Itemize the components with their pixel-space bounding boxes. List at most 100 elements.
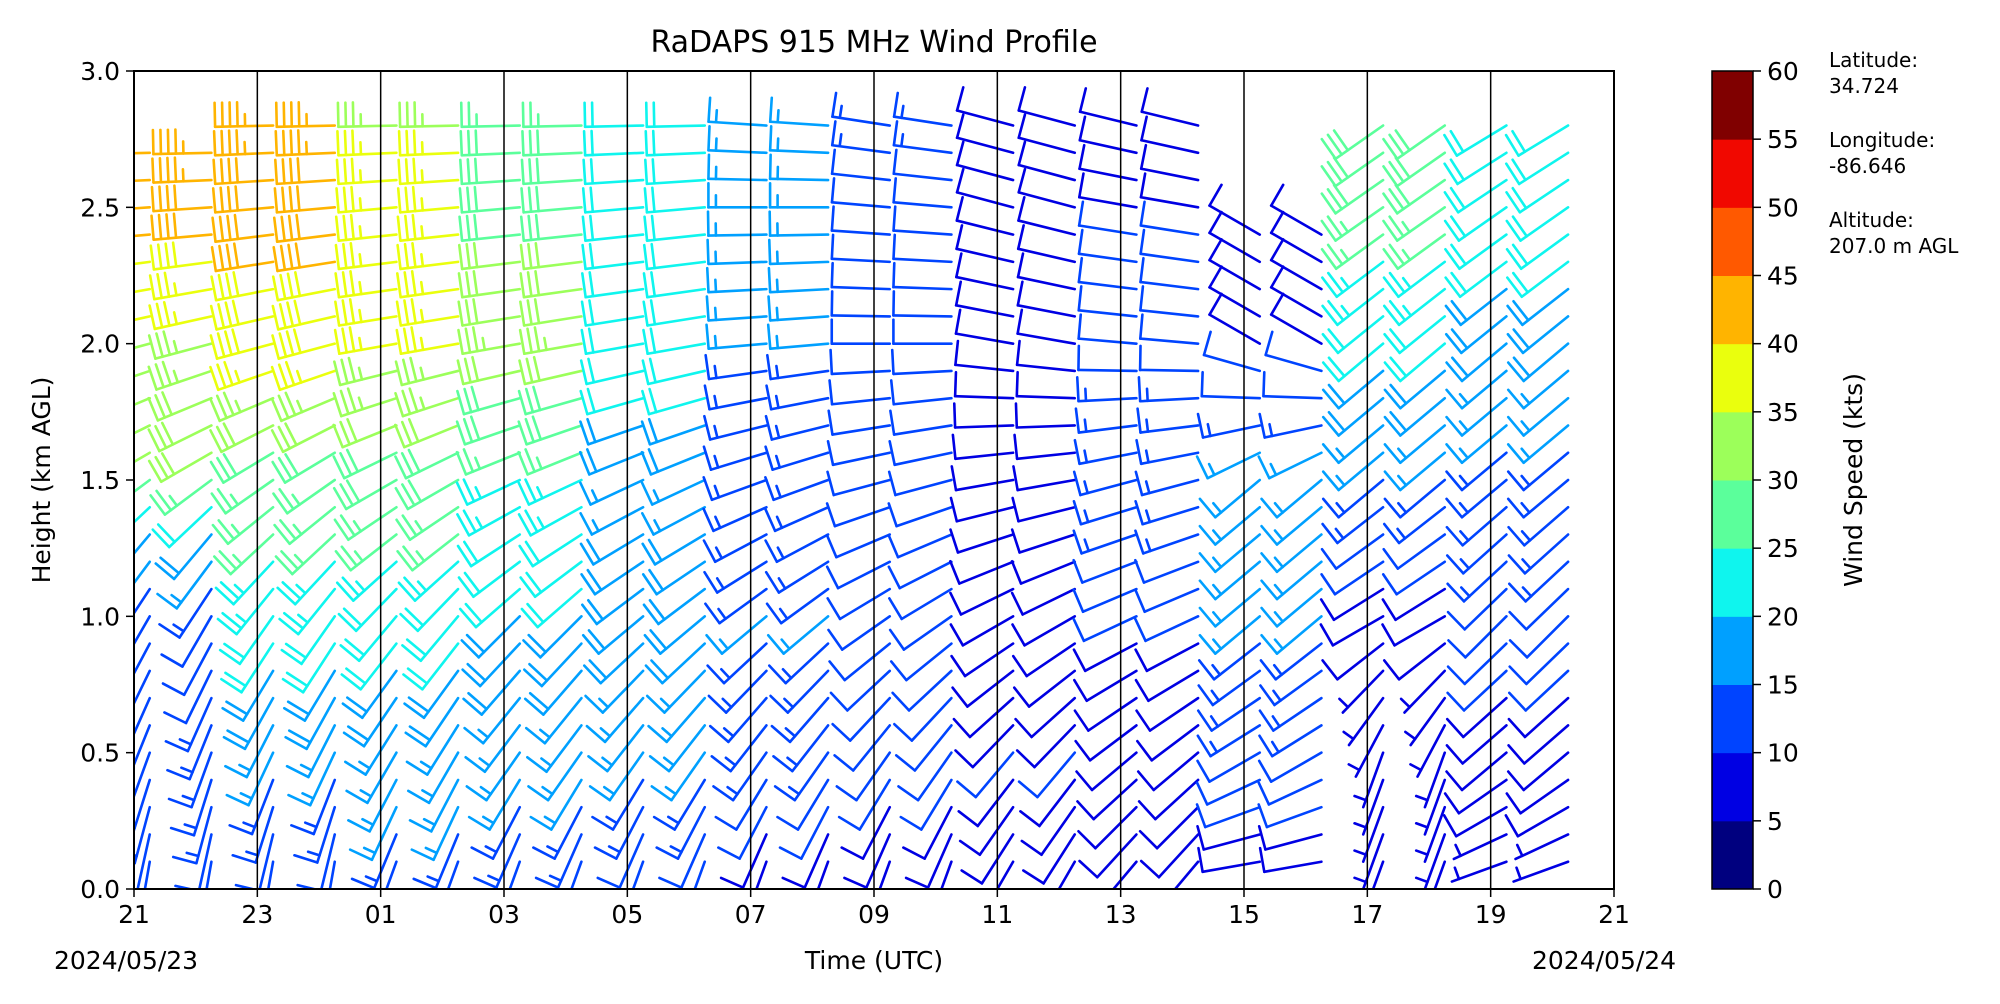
wind-barb (1323, 425, 1383, 462)
wind-barb (1322, 153, 1383, 186)
wind-barb (213, 507, 273, 544)
wind-barb (210, 393, 273, 421)
wind-barb (1074, 531, 1137, 554)
wind-barb (212, 244, 273, 271)
wind-barb (893, 671, 952, 711)
wind-barb (1506, 153, 1568, 184)
altitude-value: 207.0 m AGL (1829, 234, 1959, 258)
wind-barb (275, 158, 334, 183)
wind-barb (580, 419, 643, 444)
wind-barb (1444, 126, 1506, 156)
wind-barb (1013, 644, 1075, 676)
wind-barb (520, 535, 582, 567)
wind-barb (153, 507, 212, 547)
colorbar-tick-label: 30 (1767, 466, 1799, 495)
wind-barb (1507, 235, 1568, 269)
wind-barb (708, 126, 766, 153)
wind-barb (832, 207, 890, 235)
wind-barb (523, 103, 582, 127)
wind-barb (1452, 862, 1507, 882)
wind-barb (1508, 316, 1568, 353)
wind-barb (1262, 562, 1322, 599)
wind-barb (215, 102, 274, 126)
wind-barb (398, 215, 458, 240)
wind-barb (1323, 289, 1383, 325)
wind-barb (1262, 535, 1322, 572)
wind-barb (892, 350, 951, 374)
wind-barb (152, 214, 212, 240)
wind-barb (765, 507, 828, 531)
wind-barb (951, 616, 1013, 645)
wind-barb (770, 98, 828, 126)
wind-barb (519, 387, 581, 414)
wind-barb (950, 561, 1013, 583)
wind-barb (91, 507, 150, 547)
colorbar-segment (1712, 480, 1753, 549)
x-tick-label: 01 (365, 900, 397, 929)
wind-barb (1446, 289, 1506, 325)
wind-barb (1507, 207, 1568, 240)
wind-barb (1384, 507, 1444, 543)
wind-barb (1509, 562, 1568, 602)
wind-barb (521, 215, 581, 240)
wind-barb (1019, 115, 1075, 153)
wind-barb (1447, 344, 1507, 381)
wind-barb (1013, 466, 1074, 490)
wind-barb (832, 178, 890, 207)
wind-barb (894, 207, 952, 235)
longitude-label: Longitude: (1829, 128, 1935, 152)
wind-barb (1262, 616, 1322, 653)
wind-barb (644, 272, 705, 297)
wind-barb (583, 244, 643, 269)
colorbar-segment (1712, 821, 1753, 890)
wind-barb (770, 183, 828, 207)
wind-barb (1447, 371, 1507, 408)
wind-barb (91, 130, 150, 154)
wind-barb (1200, 480, 1260, 517)
wind-barb (211, 453, 273, 483)
y-tick-label: 0.5 (80, 739, 120, 768)
wind-barb (1200, 616, 1260, 653)
wind-barb (1508, 425, 1568, 462)
wind-barb (1259, 780, 1322, 805)
wind-barb (644, 244, 704, 269)
wind-barb (1383, 180, 1444, 213)
y-axis: 0.00.51.01.52.02.53.0 (80, 57, 134, 904)
colorbar-segment (1712, 207, 1753, 276)
wind-barb (522, 131, 581, 156)
wind-barb (1445, 235, 1506, 269)
wind-barb (338, 102, 397, 126)
wind-barb (1384, 262, 1445, 297)
wind-barb (519, 507, 581, 535)
wind-barb (212, 272, 274, 300)
wind-barb (1077, 780, 1136, 819)
wind-barb (522, 159, 581, 184)
wind-barb (1444, 807, 1506, 836)
wind-barb (889, 535, 952, 558)
wind-barb (1323, 453, 1383, 490)
wind-barb (957, 225, 1014, 261)
wind-barb (583, 616, 643, 653)
wind-barb (1137, 440, 1199, 464)
wind-barb (832, 320, 890, 344)
wind-barb (580, 449, 643, 474)
wind-barb (957, 142, 1013, 180)
x-axis-label: Time (UTC) (804, 946, 943, 975)
colorbar-segment (1712, 412, 1753, 481)
wind-barb (1508, 344, 1568, 381)
wind-barb (952, 644, 1014, 676)
wind-barb (1508, 371, 1568, 408)
wind-barb (707, 268, 766, 292)
wind-barb (770, 155, 828, 180)
wind-barb (830, 644, 890, 681)
y-tick-label: 1.5 (80, 466, 120, 495)
wind-barb (149, 392, 212, 420)
wind-barb (1508, 398, 1568, 435)
colorbar-segment (1712, 616, 1753, 685)
wind-barb (211, 424, 274, 452)
wind-barb (708, 212, 766, 236)
wind-barb (519, 417, 582, 445)
wind-barb (274, 215, 334, 242)
